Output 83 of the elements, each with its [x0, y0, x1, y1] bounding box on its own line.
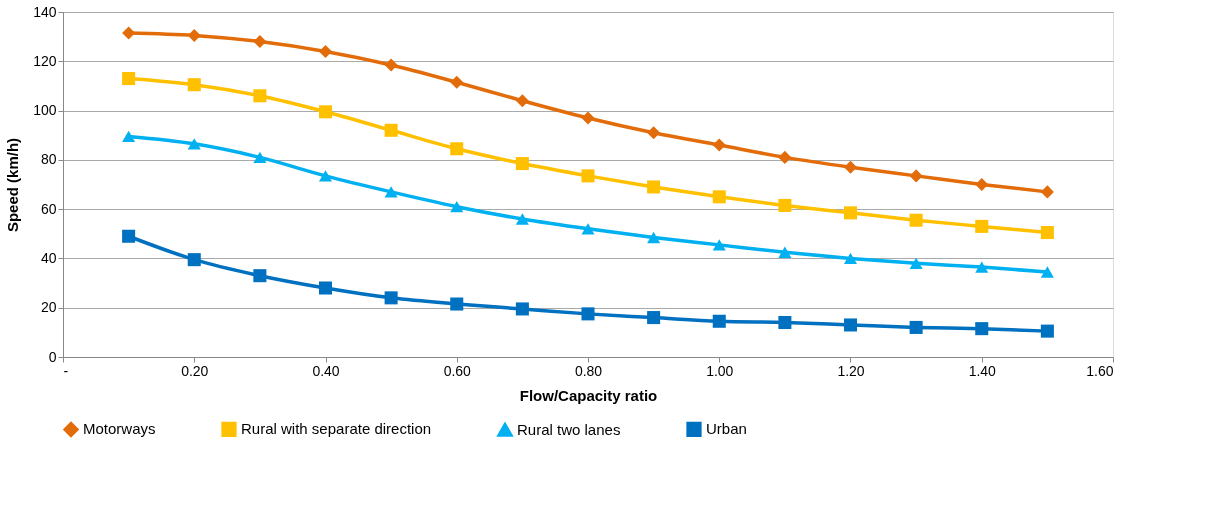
x-tick-label: 1.40: [968, 362, 997, 379]
point: [975, 177, 989, 192]
point: [253, 269, 267, 283]
point: [318, 105, 333, 119]
point: [187, 138, 201, 150]
point: [450, 142, 464, 156]
point: [384, 186, 398, 198]
point: [1040, 266, 1054, 278]
point: [778, 150, 792, 164]
point: [647, 311, 661, 325]
point: [253, 89, 267, 103]
point: [712, 314, 726, 328]
x-tick-label: 0.80: [574, 362, 603, 379]
x-tick-label: -: [63, 362, 69, 379]
point: [712, 190, 726, 204]
point: [187, 28, 201, 42]
y-tick-label: 40: [40, 249, 57, 266]
y-tick-label: 0: [48, 348, 57, 365]
x-tick-label: 1.00: [706, 362, 734, 379]
y-tick-label: 100: [33, 102, 57, 119]
point: [318, 281, 333, 295]
point: [253, 35, 267, 49]
point: [843, 160, 858, 174]
point: [843, 318, 858, 332]
point: [581, 223, 595, 235]
point: [843, 252, 858, 265]
point: [909, 257, 923, 269]
point: [712, 239, 726, 251]
y-tick-label: 140: [33, 3, 57, 20]
point: [778, 198, 792, 212]
point: [122, 26, 136, 40]
point: [122, 130, 136, 143]
point: [318, 170, 333, 182]
y-tick-label: 80: [40, 151, 57, 168]
point: [909, 169, 923, 183]
point: [778, 315, 792, 330]
y-tick-label: 60: [40, 200, 57, 217]
point: [778, 246, 792, 258]
point: [515, 213, 529, 225]
x-tick-label: 0.40: [312, 362, 340, 379]
point: [647, 231, 661, 244]
point: [647, 180, 661, 194]
point: [187, 253, 201, 267]
point: [384, 291, 398, 305]
legend-label: Rural two lanes: [517, 420, 621, 438]
x-axis-title: Flow/Capacity ratio: [519, 386, 658, 404]
point: [318, 44, 333, 58]
y-tick-label: 120: [33, 52, 57, 69]
point: [712, 138, 726, 152]
x-tick-label: 1.60: [1086, 362, 1114, 379]
point: [647, 126, 661, 140]
point: [450, 201, 464, 213]
point: [450, 75, 464, 89]
point: [975, 322, 989, 336]
point: [515, 157, 529, 171]
point: [581, 169, 595, 183]
point: [515, 302, 529, 316]
point: [581, 111, 595, 125]
point: [909, 213, 923, 227]
point: [187, 78, 201, 92]
x-tick-label: 0.60: [443, 362, 472, 379]
point: [122, 229, 136, 243]
legend-label: Urban: [706, 420, 747, 438]
point: [975, 219, 989, 233]
point: [384, 58, 398, 72]
point: [1040, 324, 1054, 338]
point: [450, 297, 464, 311]
point: [843, 206, 858, 220]
point: [975, 261, 989, 273]
point: [1040, 185, 1054, 199]
legend-label: Motorways: [83, 420, 156, 438]
y-tick-label: 20: [40, 299, 57, 316]
point: [122, 72, 136, 86]
point: [581, 307, 595, 321]
x-tick-label: 1.20: [837, 362, 865, 379]
y-axis-title: Speed (km/h): [4, 137, 22, 233]
point: [515, 94, 529, 108]
x-tick-label: 0.20: [181, 362, 209, 379]
legend-label: Rural with separate direction: [241, 420, 432, 438]
point: [384, 123, 398, 137]
point: [253, 151, 267, 164]
point: [1040, 226, 1054, 240]
point: [909, 320, 923, 334]
